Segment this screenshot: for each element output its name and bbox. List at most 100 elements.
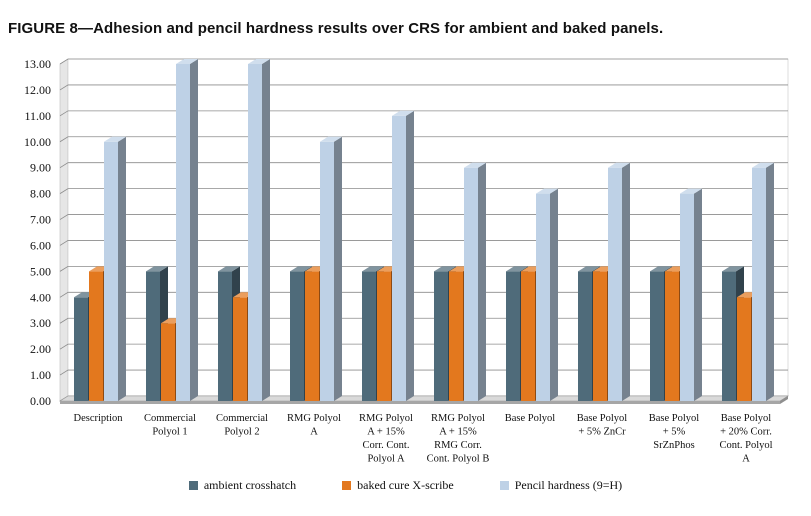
bar-front: [536, 193, 550, 401]
x-category-label-line: Corr. Cont.: [363, 440, 410, 451]
bar-front: [392, 115, 406, 401]
side-wall: [59, 58, 69, 402]
legend-item: baked cure X-scribe: [342, 478, 454, 493]
y-tick-label: 10.00: [24, 135, 51, 149]
x-category-label: RMG Polyol A + 15% Corr. Cont. Polyol A: [359, 413, 413, 465]
bar-front: [290, 271, 304, 401]
bar: [536, 188, 558, 401]
bar-front: [593, 271, 607, 401]
bar-top: [608, 162, 630, 168]
bar-front: [665, 271, 679, 401]
x-category-label-line: Cont. Polyol B: [427, 454, 490, 465]
bar-front: [521, 271, 535, 401]
y-tick-label: 8.00: [30, 187, 51, 201]
bar-side: [622, 162, 630, 401]
bar-top: [752, 162, 774, 168]
gridline: [59, 110, 788, 117]
legend-item: ambient crosshatch: [188, 478, 297, 493]
gridline: [59, 84, 788, 91]
x-category-label: Base Polyol + 20% Corr. Cont. Polyol A: [719, 413, 772, 465]
legend-item: Pencil hardness (9=H): [499, 478, 623, 493]
bar-top: [248, 59, 270, 64]
legend-swatch: [342, 481, 352, 490]
bar-front: [680, 193, 694, 401]
x-category-label-line: Commercial: [216, 413, 268, 424]
gridline: [59, 162, 788, 169]
bar-top: [176, 59, 198, 64]
bar-front: [464, 167, 478, 401]
y-tick-label: 7.00: [30, 213, 51, 227]
x-category-label-line: + 20% Corr.: [720, 427, 772, 438]
bar: [392, 110, 414, 401]
x-category-label-line: RMG Polyol: [359, 413, 413, 424]
y-tick-label: 6.00: [30, 238, 51, 252]
bar-top: [434, 266, 456, 272]
x-category-label-line: A + 15%: [439, 427, 477, 438]
x-category-label: RMG Polyol A: [287, 413, 341, 438]
x-category-label: Base Polyol + 5% SrZnPhos: [649, 413, 700, 451]
bar-top: [320, 136, 342, 142]
bar: [248, 59, 270, 401]
x-category-label-line: Polyol 1: [152, 427, 187, 438]
legend-label: Pencil hardness (9=H): [514, 478, 623, 492]
x-category-label-line: Base Polyol: [649, 413, 700, 424]
bar-front: [89, 271, 103, 401]
bar-side: [550, 188, 558, 401]
y-tick-label: 0.00: [30, 394, 51, 408]
y-tick-label: 5.00: [30, 264, 51, 278]
bar-top: [146, 266, 168, 272]
x-category-label-line: Polyol 2: [224, 427, 259, 438]
x-category-label-line: Commercial: [144, 413, 196, 424]
x-category-label-line: RMG Polyol: [287, 413, 341, 424]
legend-swatch: [188, 481, 198, 490]
bar-front: [74, 297, 88, 401]
y-tick-label: 9.00: [30, 161, 51, 175]
bar-side: [766, 162, 774, 401]
bar-front: [434, 271, 448, 401]
legend-swatch: [499, 481, 509, 490]
legend-label: ambient crosshatch: [203, 478, 297, 492]
bar-front: [752, 167, 766, 401]
bar-front: [722, 271, 736, 401]
bar-front: [233, 297, 247, 401]
x-category-label-line: RMG Polyol: [431, 413, 485, 424]
bar-top: [650, 266, 672, 272]
x-category-label: Commercial Polyol 1: [144, 413, 196, 438]
y-tick-label: 1.00: [30, 368, 51, 382]
bar: [752, 162, 774, 401]
bar: [320, 136, 342, 401]
bar-front: [506, 271, 520, 401]
bar: [104, 136, 126, 401]
y-tick-label: 13.00: [24, 57, 51, 71]
chart-title: FIGURE 8—Adhesion and pencil hardness re…: [8, 20, 664, 37]
x-category-label-line: Base Polyol: [721, 413, 772, 424]
bar-front: [248, 64, 262, 401]
bar-top: [722, 266, 744, 272]
x-category-label: Base Polyol + 5% ZnCr: [577, 413, 628, 438]
bar-side: [262, 59, 270, 401]
bar-side: [406, 110, 414, 401]
bar-side: [478, 162, 486, 401]
x-category-label-line: SrZnPhos: [653, 440, 694, 451]
gridline: [59, 136, 788, 143]
bar-top: [392, 110, 414, 116]
x-category-label: Description: [74, 413, 124, 424]
floor-side: [780, 396, 788, 404]
bar-side: [694, 188, 702, 401]
bar-top: [218, 266, 240, 272]
bar: [464, 162, 486, 401]
x-category-label-line: Cont. Polyol: [719, 440, 772, 451]
y-tick-label: 3.00: [30, 316, 51, 330]
bar-front: [305, 271, 319, 401]
bar-top: [464, 162, 486, 168]
x-category-label-line: Base Polyol: [505, 413, 556, 424]
y-tick-label: 11.00: [24, 109, 51, 123]
bar-front: [449, 271, 463, 401]
x-category-label-line: A: [310, 427, 318, 438]
y-tick-label: 2.00: [30, 342, 51, 356]
y-tick-label: 4.00: [30, 290, 51, 304]
x-category-label-line: RMG Corr.: [434, 440, 482, 451]
bar: [176, 59, 198, 401]
x-category-label-line: A: [742, 454, 750, 465]
